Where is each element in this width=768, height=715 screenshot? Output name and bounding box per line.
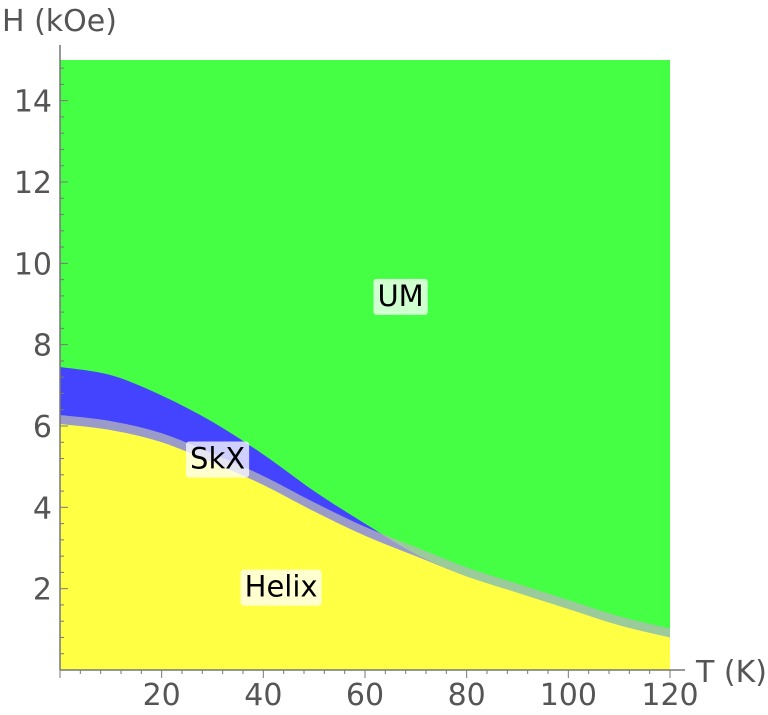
y-tick-label: 10 xyxy=(14,247,52,282)
x-tick-label: 20 xyxy=(143,678,181,713)
x-tick-label: 100 xyxy=(540,678,597,713)
x-tick-label: 40 xyxy=(244,678,282,713)
x-tick-label: 80 xyxy=(448,678,486,713)
x-axis-label: T (K) xyxy=(695,655,767,690)
region-label-skx: SkX xyxy=(186,442,249,478)
x-tick-label: 60 xyxy=(346,678,384,713)
y-tick-label: 4 xyxy=(33,491,52,526)
region-label-text: SkX xyxy=(190,442,245,476)
y-tick-label: 12 xyxy=(14,166,52,201)
y-tick-label: 8 xyxy=(33,329,52,364)
y-tick-label: 2 xyxy=(33,573,52,608)
region-label-um: UM xyxy=(373,279,427,315)
phase-regions xyxy=(60,60,670,670)
region-label-text: UM xyxy=(377,279,423,313)
region-label-helix: Helix xyxy=(241,570,322,606)
y-tick-label: 6 xyxy=(33,410,52,445)
x-tick-label: 120 xyxy=(641,678,698,713)
y-tick-label: 14 xyxy=(14,85,52,120)
y-axis-label: H (kOe) xyxy=(2,4,117,39)
region-label-text: Helix xyxy=(245,570,318,604)
